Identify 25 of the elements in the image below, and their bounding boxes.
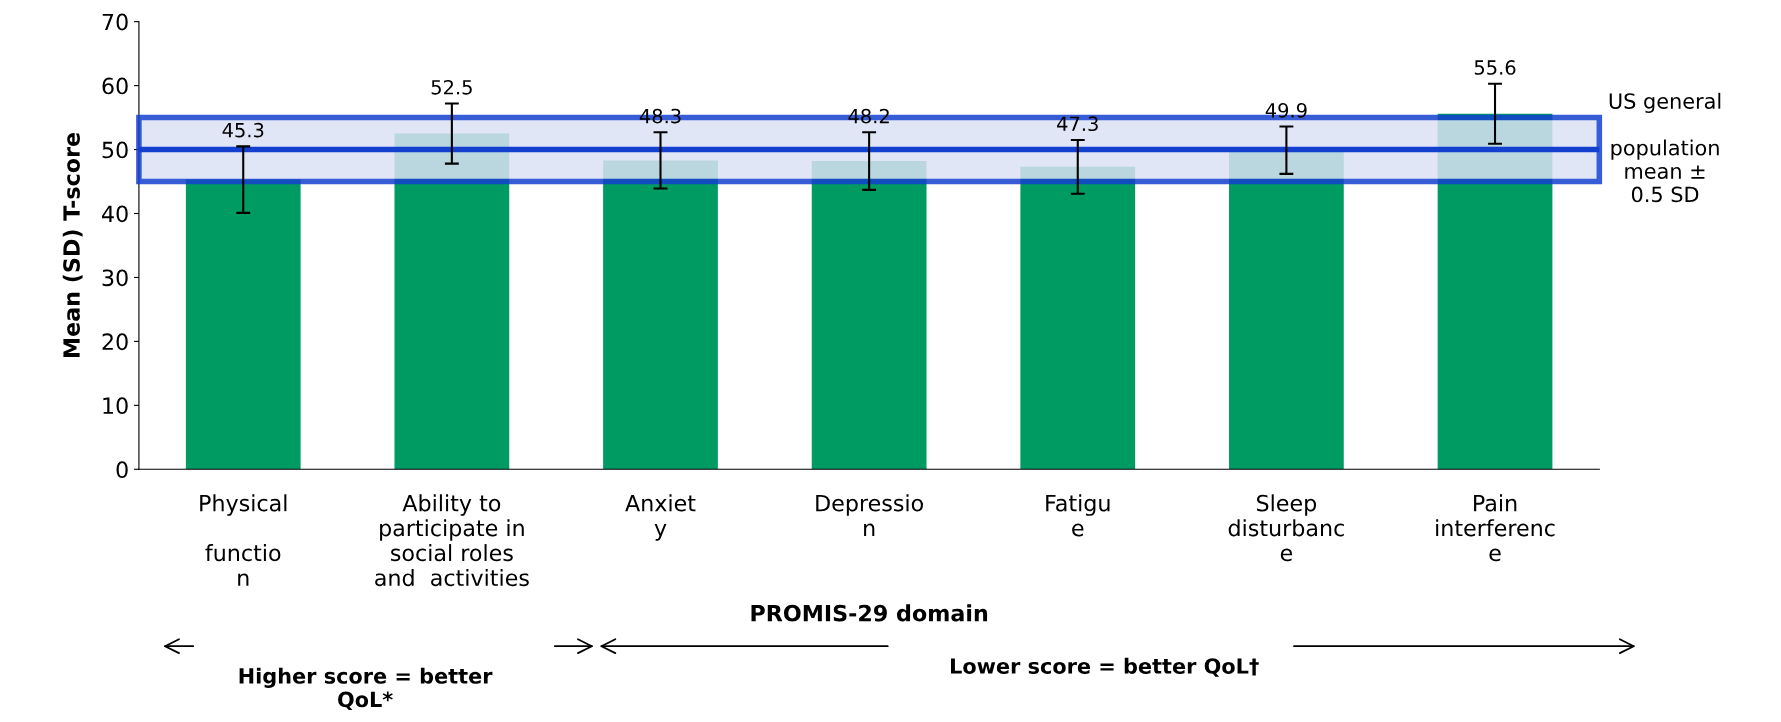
y-tick-label: 40 [102,205,128,223]
text: Lower score = better QoL† [951,657,1259,677]
y-tick-label: 20 [102,333,128,351]
x-axis-title: PROMIS-29 domain [751,604,988,622]
category-label: Physical functio n [200,494,287,586]
x-tick-label: Depressio n [816,494,923,537]
y-tick-label: 70 [102,13,128,31]
data-label: 49.9 [1265,102,1307,118]
x-tick-label: Ability to participate in social roles and activities [375,494,529,587]
y-tick-label: 50 [102,141,128,159]
data-label: 52.5 [431,79,472,95]
text: US general population mean ± 0.5 SD [1609,92,1721,203]
y-axis-title: Mean (SD) T-score [62,133,83,357]
data-label: 47.3 [1057,116,1098,132]
data-label: 55.6 [1474,60,1516,75]
x-tick-label: Anxiet y [625,494,696,541]
x-tick-label: Sleep disturbanc e [1228,494,1344,562]
text: Higher score = better QoL* [239,667,493,711]
y-tick-label: 30 [102,269,128,287]
x-tick-label: Pain interferenc e [1436,494,1555,562]
y-tick-label: 10 [103,397,128,415]
data-label: 45.3 [222,122,264,138]
y-tick-label: 0 [116,461,128,479]
x-tick-label: Fatigu e [1046,494,1110,537]
y-tick-label: 60 [102,77,128,95]
